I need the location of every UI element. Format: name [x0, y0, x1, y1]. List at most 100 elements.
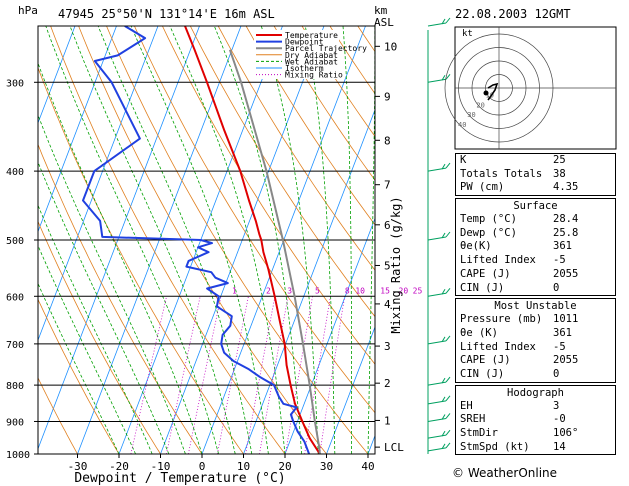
wet-adiabat-line [45, 26, 219, 454]
weatheronline-logo[interactable]: © WeatherOnline [452, 466, 558, 480]
legend-entry: Parcel Trajectory [285, 44, 367, 53]
footer-credit[interactable]: © WeatherOnline [452, 466, 557, 480]
wet-adiabat-line [260, 26, 319, 454]
temperature-tick-label: 10 [237, 460, 250, 473]
surface-row: Dewp (°C) 25.8 [456, 227, 615, 241]
surface-row: CIN (J) 0 [456, 282, 615, 296]
series-temperature-line [184, 26, 321, 454]
stats-hodograph: Hodograph EH 3 SREH -0 StmDir 106° StmSpd (kt)… [455, 384, 616, 456]
surface-value: -5 [553, 254, 566, 267]
height-tick-label: 4 [384, 298, 391, 311]
wet-adiabat-line [130, 26, 269, 454]
temperature-tick-label: 30 [320, 460, 333, 473]
temperature-tick-label: -30 [68, 460, 88, 473]
wind-barb [427, 376, 451, 386]
unstable-label: θe (K) [460, 326, 498, 339]
axes: 300 400 500 600 700 800 900 1000 -30 -20 -10 0 10 20 3… [6, 40, 422, 473]
hodo-label: StmDir [460, 427, 498, 439]
date-time: 22.08.2003 12GMT [455, 7, 571, 21]
hodograph-title: Hodograph [507, 386, 564, 399]
wet-adiabat-line [367, 26, 375, 454]
mixing-ratio-line [188, 296, 222, 454]
height-tick-label: 7 [384, 179, 391, 192]
mixing-ratio-line [130, 296, 167, 454]
surface-value: 28.4 [553, 213, 579, 226]
unstable-value: 0 [553, 367, 560, 380]
surface-title: Surface [513, 200, 558, 213]
dry-adiabat-line [217, 26, 375, 271]
hodo-row: StmSpd (kt) 14 [456, 441, 615, 455]
hodo-value: 14 [553, 440, 566, 453]
plot-area [38, 26, 375, 454]
mixing-ratio-label: 10 [355, 286, 365, 295]
mixing-ratio-label: 1 [232, 286, 237, 295]
hodograph-ring-label: 20 [476, 101, 484, 109]
height-tick-label: 6 [384, 219, 391, 232]
wind-barb [427, 231, 451, 241]
wind-barb [427, 442, 451, 452]
surface-label: Lifted Index [460, 254, 536, 267]
series-parcel-trajectory-line [228, 49, 321, 454]
wet-adiabat-line [38, 204, 153, 454]
hodo-row: EH 3 [456, 400, 615, 414]
surface-row: θe(K) 361 [456, 240, 615, 254]
height-tick-label: 10 [384, 40, 397, 53]
isotherm-line [38, 26, 117, 233]
surface-label: Dewp (°C) [460, 226, 517, 239]
x-axis-title: Dewpoint / Temperature (°C) [74, 471, 285, 486]
top-row: K 25 [456, 154, 615, 168]
surface-label: CAPE (J) [460, 267, 511, 280]
pressure-tick-label: 500 [6, 236, 24, 247]
hpa-label: hPa [18, 4, 38, 17]
height-tick-label: 5 [384, 259, 391, 272]
temperature-tick-label: -10 [151, 460, 171, 473]
dry-adiabat-line [78, 26, 327, 454]
mixing-ratio-label: 5 [315, 286, 320, 295]
legend-entry: Mixing Ratio [285, 71, 343, 80]
wet-adiabat-line [38, 244, 136, 454]
top-label: Totals Totals [460, 167, 543, 180]
hodo-label: EH [460, 399, 473, 412]
top-row: PW (cm) 4.35 [456, 181, 615, 195]
wind-barb [427, 287, 451, 297]
wind-barb [427, 413, 451, 422]
surface-label: CIN (J) [460, 281, 505, 294]
pressure-tick-label: 800 [6, 381, 24, 392]
pressure-tick-label: 400 [6, 167, 24, 178]
pressure-tick-label: 1000 [6, 450, 30, 461]
hodograph-ring-label: 40 [458, 121, 466, 129]
wind-barb [427, 17, 451, 27]
legend-entry: Dewpoint [285, 38, 324, 47]
top-label: K [460, 154, 467, 166]
dry-adiabat-line [245, 26, 375, 226]
height-tick-label: 9 [384, 90, 391, 103]
surface-row: Temp (°C) 28.4 [456, 213, 615, 227]
hodo-label: SREH [460, 413, 486, 426]
hodograph-trace [487, 82, 499, 101]
unstable-label: CIN (J) [460, 367, 505, 380]
wind-barb [427, 335, 451, 345]
mixing-ratio-label: 2 [266, 286, 271, 295]
wet-adiabat-line [38, 114, 186, 454]
unstable-row: CAPE (J) 2055 [456, 354, 615, 368]
surface-row: CAPE (J) 2055 [456, 268, 615, 282]
unstable-value: 2055 [553, 354, 579, 367]
dry-adiabat-line [38, 66, 244, 454]
hodo-row: StmDir 106° [456, 427, 615, 441]
dry-adiabat-line [50, 26, 286, 454]
hodo-label: StmSpd (kt) [460, 440, 530, 453]
isotherm-line [38, 26, 76, 124]
top-value: 38 [553, 167, 566, 180]
surface-value: 361 [553, 240, 572, 253]
surface-row: Lifted Index -5 [456, 254, 615, 268]
y2-axis-title: Mixing Ratio (g/kg) [389, 196, 403, 333]
wet-adiabat-line [342, 26, 352, 454]
unstable-value: -5 [553, 340, 566, 353]
pressure-tick-label: 600 [6, 292, 24, 303]
legend-entry: Isotherm [285, 64, 324, 73]
height-tick-label: 3 [384, 340, 391, 353]
dry-adiabat-line [106, 26, 369, 454]
